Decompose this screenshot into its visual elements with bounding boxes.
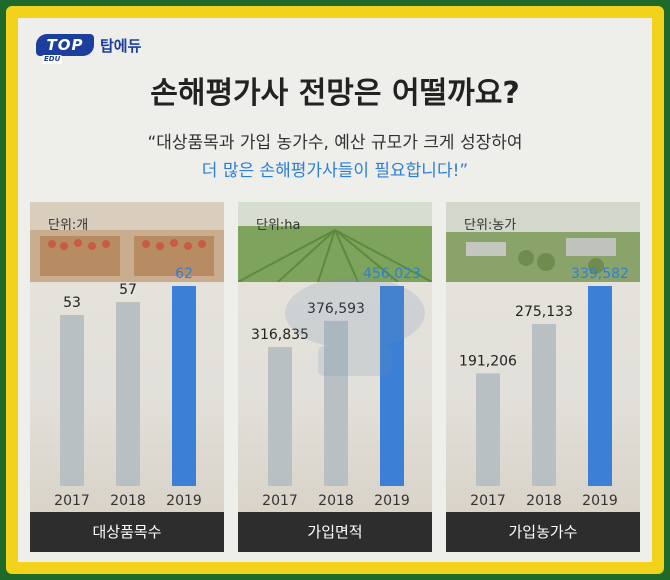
bar-chart: 191,206 2017 275,133 2018 339,582 2019 xyxy=(459,266,629,509)
bar-chart: 53 2017 57 2018 62 2019 xyxy=(54,266,202,509)
infographic-card: TOP EDU 탑에듀 손해평가사 전망은 어떨까요? “대상품목과 가입 농가… xyxy=(18,18,652,562)
logo-mark-sub: EDU xyxy=(42,55,63,64)
panel-footer: 가입면적 xyxy=(238,512,432,552)
page-title: 손해평가사 전망은 어떨까요? xyxy=(150,76,520,111)
tick-label-2017: 2017 xyxy=(470,493,506,509)
tick-label-2019: 2019 xyxy=(582,493,618,509)
crates-photo xyxy=(30,202,224,282)
value-label-2018: 57 xyxy=(119,282,137,298)
panel-footer: 대상품목수 xyxy=(30,512,224,552)
bar-2019 xyxy=(588,286,612,486)
bar-2018 xyxy=(116,302,140,486)
unit-label: 단위:ha xyxy=(256,218,301,233)
panel-footer: 가입농가수 xyxy=(446,512,640,552)
logo: TOP EDU 탑에듀 xyxy=(36,32,142,64)
farm-photo xyxy=(446,202,640,282)
value-label-2017: 191,206 xyxy=(459,353,517,369)
logo-mark: TOP EDU xyxy=(36,34,94,64)
value-label-2019: 339,582 xyxy=(571,266,629,282)
value-label-2019: 456,023 xyxy=(363,266,421,282)
bar-chart: 316,835 2017 376,593 2018 456,023 2019 xyxy=(251,266,421,509)
bar-2017 xyxy=(60,315,84,486)
bar-2019 xyxy=(380,286,404,486)
unit-label: 단위:농가 xyxy=(464,218,517,233)
value-label-2018: 376,593 xyxy=(307,301,365,317)
chart-panel-area: 단위:ha 316,835 2017 376,593 2018 456,023 2019 … xyxy=(238,202,432,552)
logo-mark-text: TOP xyxy=(46,36,84,54)
unit-label: 단위:개 xyxy=(48,218,89,233)
chart-panel-farms: 단위:농가 191,206 2017 275,133 2018 339,582 2019 … xyxy=(446,202,640,552)
tick-label-2019: 2019 xyxy=(166,493,202,509)
value-label-2017: 53 xyxy=(63,295,81,311)
value-label-2017: 316,835 xyxy=(251,327,309,343)
logo-text: 탑에듀 xyxy=(100,36,142,55)
yellow-border: TOP EDU 탑에듀 손해평가사 전망은 어떨까요? “대상품목과 가입 농가… xyxy=(6,6,664,574)
chart-panel-items: 단위:개 53 2017 57 2018 62 2019 대상품목수 xyxy=(30,202,224,552)
field-photo xyxy=(238,202,432,282)
bar-2018 xyxy=(532,323,556,486)
tick-label-2019: 2019 xyxy=(374,493,410,509)
bar-2019 xyxy=(172,286,196,486)
tick-label-2018: 2018 xyxy=(110,493,146,509)
subtitle-line-1: “대상품목과 가입 농가수, 예산 규모가 크게 성장하여 xyxy=(147,133,523,153)
tick-label-2018: 2018 xyxy=(526,493,562,509)
bar-2018 xyxy=(324,320,348,486)
subtitle-line-2: 더 많은 손해평가사들이 필요합니다!” xyxy=(201,161,469,181)
tick-label-2017: 2017 xyxy=(54,493,90,509)
bar-2017 xyxy=(268,347,292,486)
tick-label-2017: 2017 xyxy=(262,493,298,509)
tick-label-2018: 2018 xyxy=(318,493,354,509)
value-label-2019: 62 xyxy=(175,266,193,282)
bar-2017 xyxy=(476,373,500,486)
value-label-2018: 275,133 xyxy=(515,304,573,320)
